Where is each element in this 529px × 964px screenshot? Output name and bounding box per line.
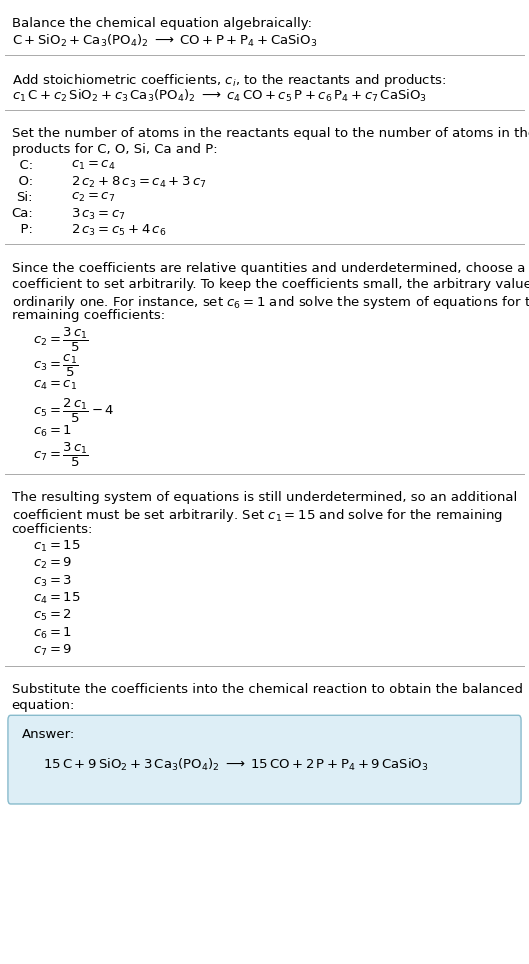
Text: $\mathrm{C + SiO_2 + Ca_3(PO_4)_2 \;\longrightarrow\; CO + P + P_4 + CaSiO_3}$: $\mathrm{C + SiO_2 + Ca_3(PO_4)_2 \;\lon… (12, 33, 317, 49)
Text: The resulting system of equations is still underdetermined, so an additional: The resulting system of equations is sti… (12, 491, 517, 504)
Text: $c_1 \, \mathrm{C} + c_2 \, \mathrm{SiO_2} + c_3 \, \mathrm{Ca_3(PO_4)_2} \;\lon: $c_1 \, \mathrm{C} + c_2 \, \mathrm{SiO_… (12, 88, 427, 104)
Text: $c_2 = 9$: $c_2 = 9$ (33, 556, 72, 572)
Text: Add stoichiometric coefficients, $c_i$, to the reactants and products:: Add stoichiometric coefficients, $c_i$, … (12, 72, 446, 90)
Text: $c_3 = 3$: $c_3 = 3$ (33, 574, 72, 589)
Text: remaining coefficients:: remaining coefficients: (12, 309, 165, 322)
Text: $c_1 = 15$: $c_1 = 15$ (33, 539, 80, 554)
Text: C:: C: (11, 159, 33, 172)
Text: $c_4 = 15$: $c_4 = 15$ (33, 591, 80, 606)
Text: $c_6 = 1$: $c_6 = 1$ (33, 423, 72, 439)
Text: coefficients:: coefficients: (12, 522, 93, 536)
Text: equation:: equation: (12, 699, 75, 712)
Text: $15\,\mathrm{C} + 9\,\mathrm{SiO_2} + 3\,\mathrm{Ca_3(PO_4)_2} \;\longrightarrow: $15\,\mathrm{C} + 9\,\mathrm{SiO_2} + 3\… (43, 757, 429, 773)
Text: $c_3 = \dfrac{c_1}{5}$: $c_3 = \dfrac{c_1}{5}$ (33, 352, 78, 379)
Text: Ca:: Ca: (11, 206, 33, 220)
Text: Since the coefficients are relative quantities and underdetermined, choose a: Since the coefficients are relative quan… (12, 261, 525, 275)
FancyBboxPatch shape (8, 715, 521, 804)
Text: coefficient to set arbitrarily. To keep the coefficients small, the arbitrary va: coefficient to set arbitrarily. To keep … (12, 278, 529, 290)
Text: Answer:: Answer: (22, 728, 76, 740)
Text: $c_7 = \dfrac{3\,c_1}{5}$: $c_7 = \dfrac{3\,c_1}{5}$ (33, 441, 89, 469)
Text: $c_1 = c_4$: $c_1 = c_4$ (71, 159, 116, 173)
Text: Set the number of atoms in the reactants equal to the number of atoms in the: Set the number of atoms in the reactants… (12, 127, 529, 140)
Text: $c_4 = c_1$: $c_4 = c_1$ (33, 379, 77, 392)
Text: coefficient must be set arbitrarily. Set $c_1 = 15$ and solve for the remaining: coefficient must be set arbitrarily. Set… (12, 507, 503, 524)
Text: $3\,c_3 = c_7$: $3\,c_3 = c_7$ (71, 206, 126, 222)
Text: $2\,c_3 = c_5 + 4\,c_6$: $2\,c_3 = c_5 + 4\,c_6$ (71, 223, 167, 238)
Text: $2\,c_2 + 8\,c_3 = c_4 + 3\,c_7$: $2\,c_2 + 8\,c_3 = c_4 + 3\,c_7$ (71, 174, 207, 190)
Text: $c_6 = 1$: $c_6 = 1$ (33, 626, 72, 641)
Text: Si:: Si: (16, 191, 33, 203)
Text: $c_5 = 2$: $c_5 = 2$ (33, 608, 72, 624)
Text: $c_5 = \dfrac{2\,c_1}{5} - 4$: $c_5 = \dfrac{2\,c_1}{5} - 4$ (33, 396, 114, 425)
Text: products for C, O, Si, Ca and P:: products for C, O, Si, Ca and P: (12, 143, 217, 156)
Text: $c_2 = c_7$: $c_2 = c_7$ (71, 191, 116, 204)
Text: $c_7 = 9$: $c_7 = 9$ (33, 643, 72, 658)
Text: O:: O: (10, 174, 33, 188)
Text: Balance the chemical equation algebraically:: Balance the chemical equation algebraica… (12, 17, 312, 30)
Text: Substitute the coefficients into the chemical reaction to obtain the balanced: Substitute the coefficients into the che… (12, 683, 523, 696)
Text: P:: P: (12, 223, 33, 235)
Text: $c_2 = \dfrac{3\,c_1}{5}$: $c_2 = \dfrac{3\,c_1}{5}$ (33, 325, 89, 354)
Text: ordinarily one. For instance, set $c_6 = 1$ and solve the system of equations fo: ordinarily one. For instance, set $c_6 =… (12, 293, 529, 310)
